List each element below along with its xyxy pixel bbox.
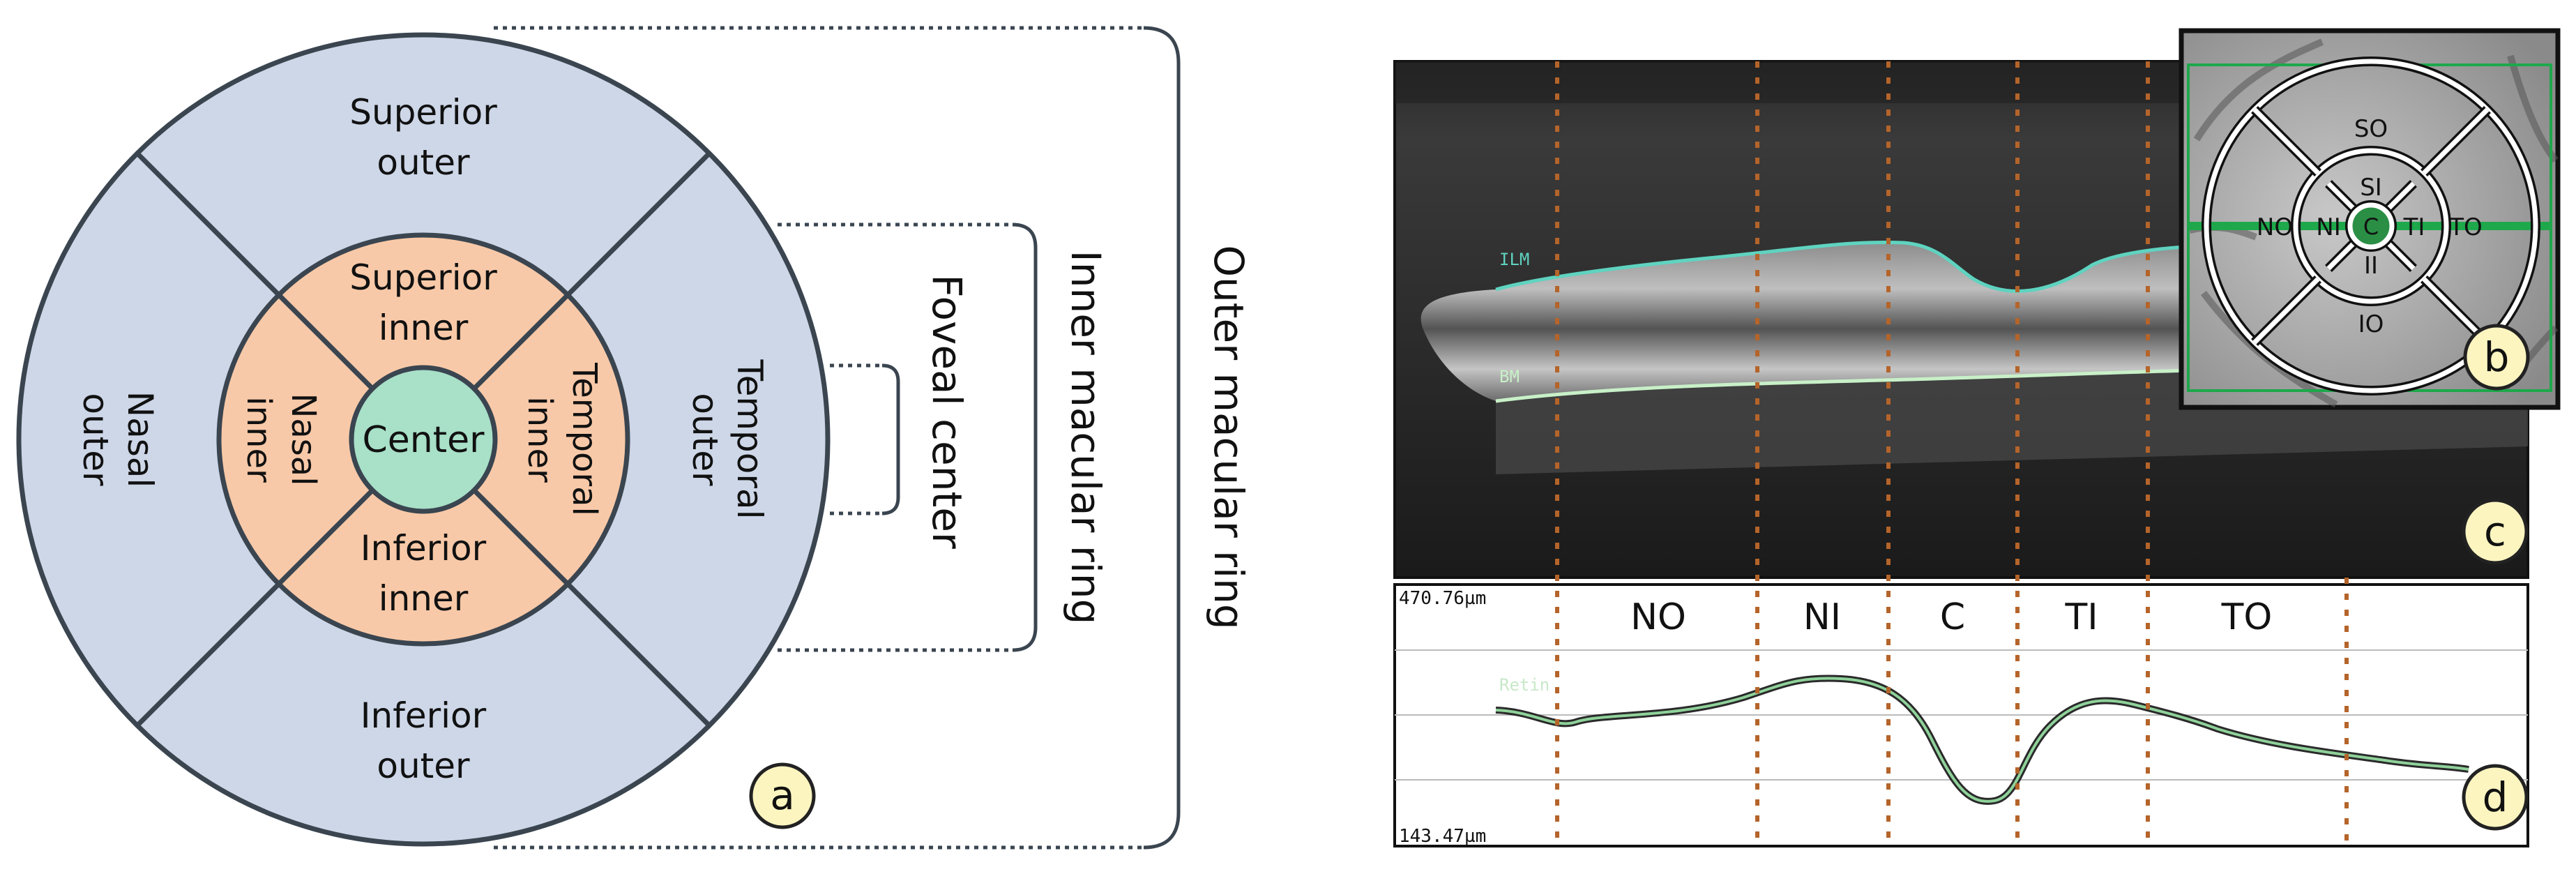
panel-a-badge (749, 762, 816, 829)
center-label: Center (362, 419, 485, 461)
fundus-label-no: NO (2257, 213, 2293, 241)
inner-ring-bracket (1012, 223, 1038, 652)
superior-inner-label-2: inner (379, 308, 469, 348)
ilm-boundary (1495, 240, 2302, 293)
temporal-inner-label-2: inner (520, 396, 559, 483)
panel-b-fundus-inset: SO SI NO NI C TI TO II IO b (2179, 28, 2561, 410)
superior-inner-label-1: Superior (349, 257, 497, 298)
fundus-label-c: C (2363, 213, 2379, 240)
temporal-outer-label-1: Temporal (729, 359, 770, 520)
etdrs-inner-circle (2293, 148, 2449, 304)
outer-macular-ring-label: Outer macular ring (1205, 245, 1252, 629)
inferior-inner-label-2: inner (379, 578, 469, 619)
nasal-outer-label-2: outer (75, 393, 116, 486)
etdrs-center-circle (2347, 202, 2395, 250)
panel-c-badge-label: c (2484, 508, 2506, 555)
fundus-label-si: SI (2360, 174, 2382, 202)
sector-label-no: NO (1630, 596, 1686, 638)
temporal-outer-label-2: outer (685, 393, 725, 486)
fundus-label-to: TO (2448, 213, 2483, 241)
panel-a-badge-label: a (770, 771, 795, 819)
sector-label-ti: TI (2064, 596, 2098, 638)
inferior-inner-label-1: Inferior (361, 528, 487, 568)
etdrs-spokes (2252, 107, 2490, 345)
panel-d-badge-label: d (2483, 774, 2508, 821)
panel-b-badge-label: b (2484, 333, 2510, 381)
fundus-label-ti: TI (2403, 213, 2425, 241)
series-label: Retin (1499, 675, 1550, 695)
panel-b-badge (2463, 324, 2530, 391)
bm-label: BM (1499, 367, 1520, 386)
profile-line (1495, 677, 2469, 803)
foveal-center-label: Foveal center (923, 274, 971, 549)
fundus-label-io: IO (2358, 310, 2384, 338)
etdrs-outer-circle (2204, 59, 2538, 393)
panel-a-etdrs-diagram: Superior outer Inferior outer Nasal oute… (16, 26, 1252, 850)
sector-label-to: TO (2221, 596, 2273, 638)
inner-macular-ring-label: Inner macular ring (1062, 250, 1109, 625)
temporal-inner-label-1: Temporal (565, 362, 604, 516)
nasal-inner-label-2: inner (239, 396, 278, 483)
superior-outer-label-2: outer (377, 142, 470, 183)
sector-label-ni: NI (1803, 596, 1841, 638)
nasal-outer-label-1: Nasal (120, 391, 160, 488)
superior-outer-label-1: Superior (349, 92, 497, 133)
ilm-label: ILM (1499, 250, 1529, 269)
sector-dividers (1555, 61, 2349, 846)
inferior-outer-label-2: outer (377, 746, 470, 786)
fundus-label-so: SO (2354, 115, 2388, 143)
fundus-label-ii: II (2364, 252, 2378, 280)
nasal-inner-label-1: Nasal (284, 393, 323, 485)
panel-d-badge (2462, 764, 2529, 831)
sector-label-c: C (1940, 596, 1965, 638)
panel-d-thickness-profile: 470.76µm 143.47µm Retin NO NI C TI TO d (1393, 583, 2529, 847)
outer-ring-bracket (1143, 26, 1181, 850)
center-disc (349, 365, 498, 514)
y-min-label: 143.47µm (1399, 826, 1486, 847)
fundus-label-ni: NI (2316, 213, 2340, 241)
inferior-outer-label-1: Inferior (361, 695, 487, 736)
y-max-label: 470.76µm (1399, 588, 1486, 609)
bm-boundary (1495, 366, 2302, 403)
brackets (494, 26, 1181, 850)
foveal-center-bracket (881, 363, 900, 515)
panel-c-badge (2462, 498, 2529, 565)
